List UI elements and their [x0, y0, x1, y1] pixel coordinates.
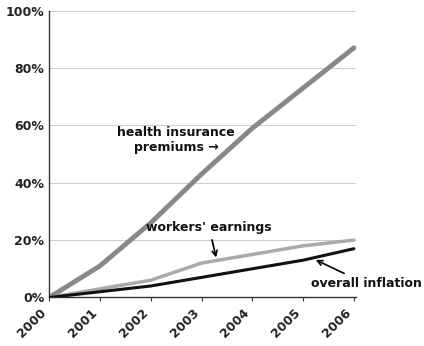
Text: health insurance
premiums →: health insurance premiums → — [117, 126, 235, 154]
Text: overall inflation: overall inflation — [311, 261, 421, 290]
Text: workers' earnings: workers' earnings — [146, 221, 272, 256]
